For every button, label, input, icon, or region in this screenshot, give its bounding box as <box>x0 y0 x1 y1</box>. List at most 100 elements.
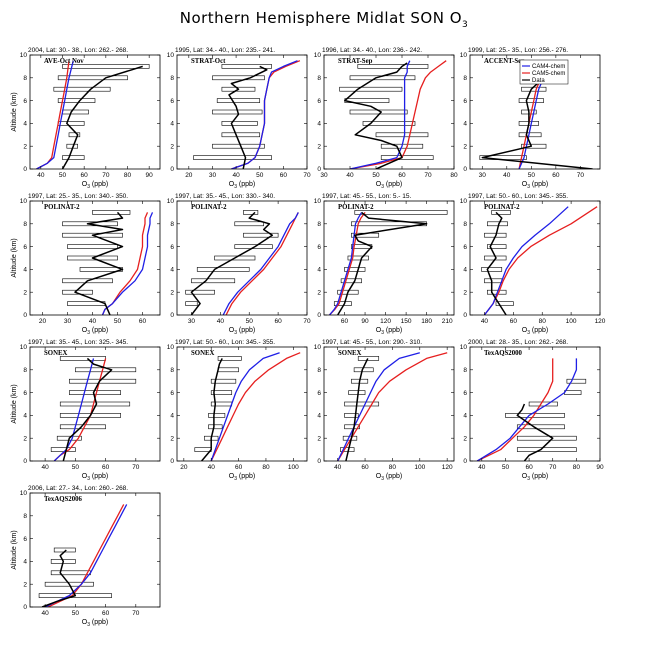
x-axis-title: O3 (ppb) <box>82 327 109 336</box>
series-line-cam4-chem <box>329 212 363 315</box>
data-range-box <box>362 121 416 126</box>
x-tick-label: 30 <box>64 318 72 325</box>
x-axis-title: O3 (ppb) <box>522 181 549 190</box>
x-tick-label: 60 <box>525 464 533 471</box>
y-tick-label: 2 <box>463 289 467 296</box>
series-line-cam4-chem <box>53 358 95 461</box>
y-tick-label: 8 <box>170 367 174 374</box>
series-line-data <box>486 211 507 315</box>
y-tick-label: 10 <box>167 344 175 351</box>
panel-10: 1997, Lat: 50.- 60., Lon: 345.- 355. 0 2 4 6… <box>167 339 308 482</box>
plot-frame <box>323 200 455 316</box>
x-tick-label: 150 <box>401 318 412 325</box>
y-tick-label: 4 <box>170 267 174 274</box>
y-tick-label: 8 <box>317 221 321 228</box>
series-line-cam4-chem <box>231 60 298 169</box>
x-tick-label: 90 <box>596 464 604 471</box>
y-tick-label: 10 <box>167 52 175 59</box>
y-axis-title: Altitude (km) <box>11 238 18 277</box>
y-tick-label: 10 <box>20 198 28 205</box>
y-tick-label: 4 <box>170 413 174 420</box>
x-tick-label: 50 <box>502 464 510 471</box>
y-tick-label: 6 <box>317 98 321 105</box>
y-tick-label: 6 <box>170 98 174 105</box>
data-range-box <box>481 267 503 272</box>
panel-5: 1997, Lat: 25.- 35., Lon: 340.- 350. 0 2 4 6… <box>11 193 161 336</box>
y-tick-label: 2 <box>317 289 321 296</box>
panel-1: 2004, Lat: 30.- 38., Lon: 262.- 268. 0 2 4 6… <box>11 47 161 190</box>
data-range-box <box>185 301 198 306</box>
x-tick-label: 80 <box>389 464 397 471</box>
series-line-cam5-chem <box>231 60 301 169</box>
figure-title: Northern Hemisphere Midlat SON O3 <box>179 9 469 30</box>
data-range-box <box>57 98 96 103</box>
data-range-box <box>59 356 106 361</box>
y-axis-title: Altitude (km) <box>11 530 18 569</box>
y-tick-label: 6 <box>463 390 467 397</box>
series-line-cam5-chem <box>47 504 125 607</box>
series-line-data <box>516 403 554 461</box>
x-tick-label: 60 <box>235 464 243 471</box>
x-tick-label: 180 <box>421 318 432 325</box>
panel-11: 1997, Lat: 45.- 55., Lon: 290.- 310. 0 2 4 6… <box>314 339 455 482</box>
y-tick-label: 8 <box>23 513 27 520</box>
y-tick-label: 6 <box>463 244 467 251</box>
series-line-cam5-chem <box>225 212 299 315</box>
data-range-box <box>528 401 558 407</box>
x-axis-title: O3 (ppb) <box>229 327 256 336</box>
x-tick-label: 120 <box>595 318 606 325</box>
y-tick-label: 0 <box>317 312 321 319</box>
data-range-box <box>516 435 577 441</box>
y-tick-label: 2 <box>463 435 467 442</box>
panel-header: 1995, Lat: 34.- 40., Lon: 235.- 241. <box>175 47 275 54</box>
data-range-box <box>357 356 380 361</box>
series-line-cam5-chem <box>329 212 366 315</box>
data-range-box <box>62 232 123 238</box>
campaign-label: AVE-Oct Nov <box>44 58 84 65</box>
panel-4: 1999, Lat: 25.- 35., Lon: 256.- 276. 0 2 4 6… <box>460 47 601 190</box>
x-axis-title: O3 (ppb) <box>376 473 403 482</box>
data-range-box <box>62 155 85 160</box>
y-tick-label: 0 <box>23 312 27 319</box>
x-tick-label: 100 <box>566 318 577 325</box>
y-tick-label: 0 <box>170 166 174 173</box>
x-tick-label: 80 <box>124 172 132 179</box>
panel-9: 1997, Lat: 35.- 45., Lon: 325.- 345. 0 2 4 6… <box>11 339 161 482</box>
y-tick-label: 4 <box>317 121 321 128</box>
legend-entry: Data <box>532 78 545 84</box>
y-tick-label: 8 <box>23 75 27 82</box>
data-range-box <box>67 244 118 249</box>
x-tick-label: 60 <box>102 610 110 617</box>
series-line-data <box>41 549 77 607</box>
y-tick-label: 10 <box>20 344 28 351</box>
series-line-cam4-chem <box>44 504 128 607</box>
x-tick-label: 30 <box>209 172 217 179</box>
y-tick-label: 4 <box>463 121 467 128</box>
plot-frame <box>176 54 308 170</box>
data-range-box <box>62 221 118 227</box>
y-tick-label: 0 <box>463 458 467 465</box>
legend-entry: CAM4-chem <box>532 64 565 70</box>
panel-header: 1997, Lat: 35.- 45., Lon: 325.- 345. <box>28 339 128 346</box>
x-tick-label: 80 <box>573 464 581 471</box>
legend-entry: CAM5-chem <box>532 71 565 77</box>
panel-header: 1997, Lat: 50.- 60., Lon: 345.- 355. <box>468 193 568 200</box>
y-tick-label: 2 <box>23 143 27 150</box>
x-tick-label: 40 <box>232 172 240 179</box>
x-axis-title: O3 (ppb) <box>522 327 549 336</box>
x-tick-label: 70 <box>102 172 110 179</box>
data-range-box <box>53 86 111 92</box>
data-range-box <box>208 424 223 430</box>
y-tick-label: 8 <box>23 221 27 228</box>
y-axis-title: Altitude (km) <box>11 92 18 131</box>
data-range-box <box>57 75 128 81</box>
campaign-label: POLINAT-2 <box>44 204 80 211</box>
plot-frame <box>29 54 161 170</box>
plot-frame <box>29 200 161 316</box>
series-line-data <box>74 211 124 315</box>
y-tick-label: 2 <box>23 435 27 442</box>
panel-header: 1997, Lat: 35.- 45., Lon: 330.- 340. <box>175 193 275 200</box>
data-range-box <box>221 121 258 126</box>
data-range-box <box>221 86 256 92</box>
x-tick-label: 60 <box>552 172 560 179</box>
